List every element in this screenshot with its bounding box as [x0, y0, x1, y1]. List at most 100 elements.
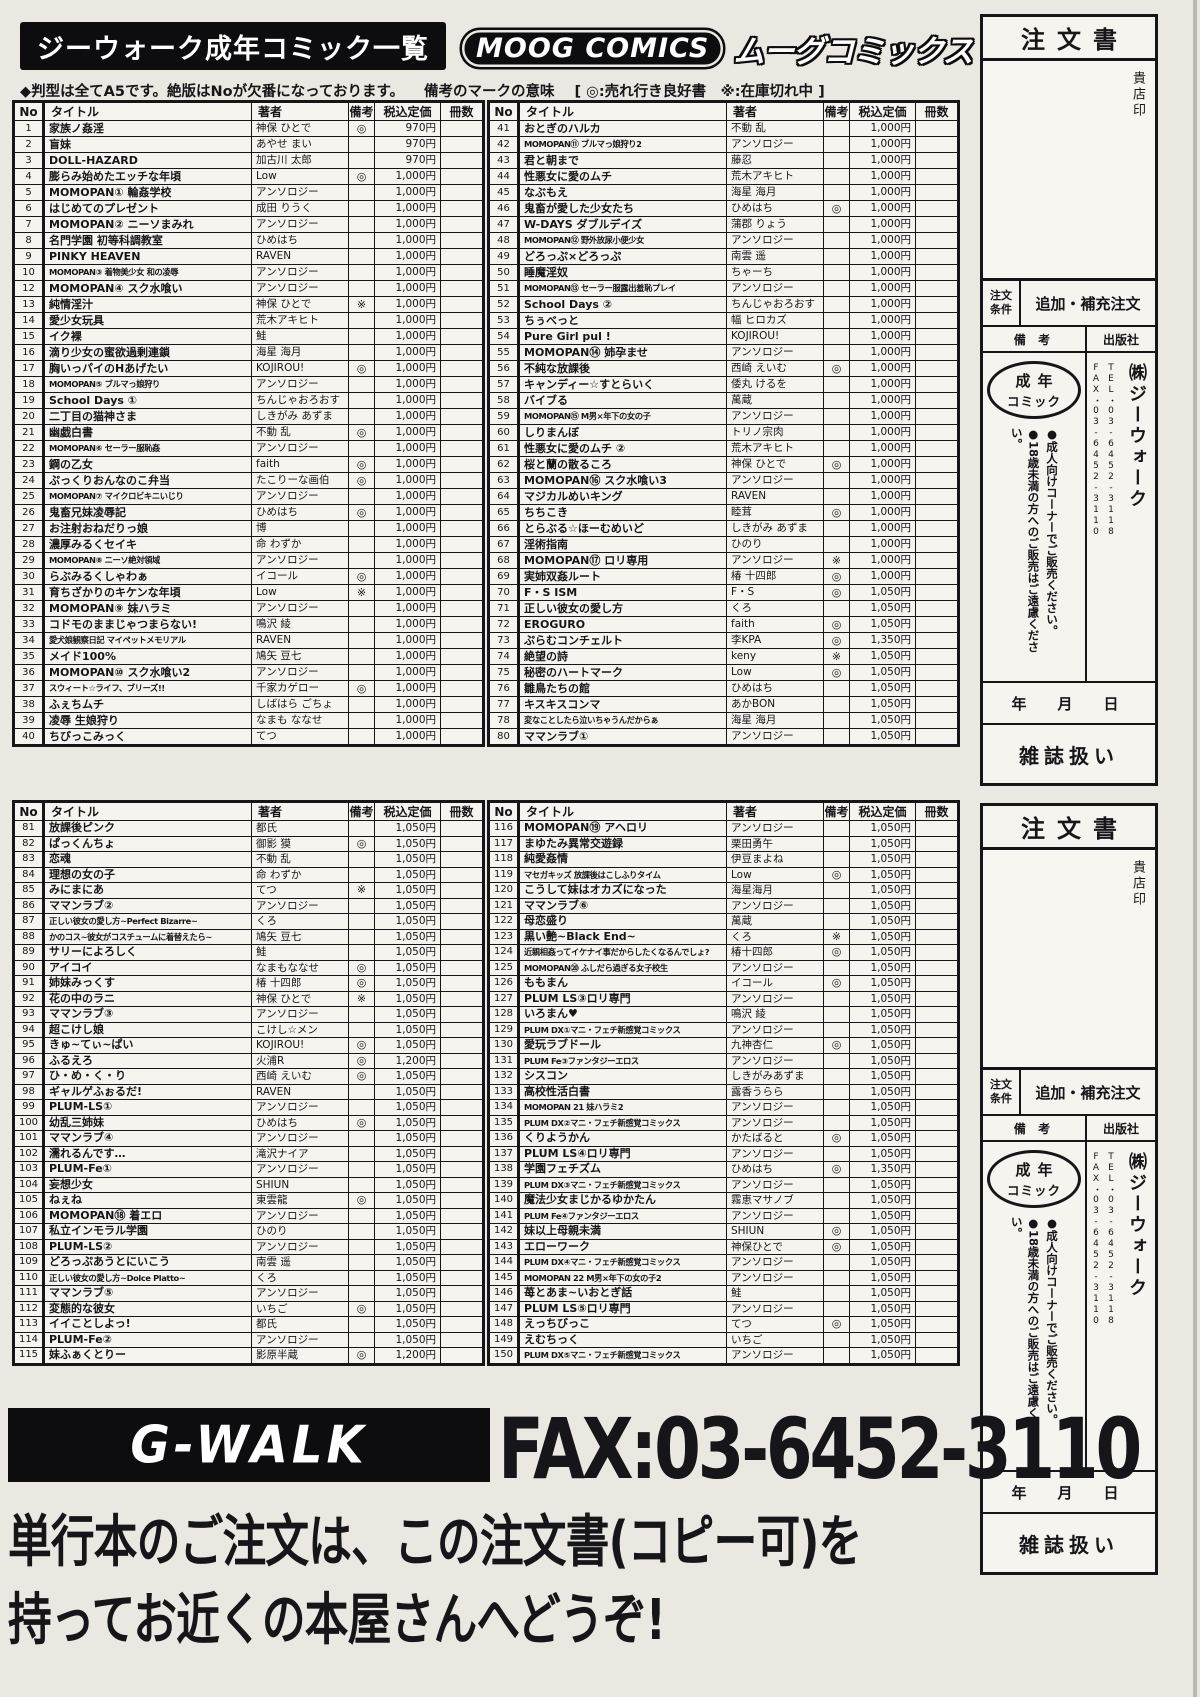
cell-no: 101 [13, 1130, 45, 1147]
cell-price: 1,050円 [849, 728, 916, 746]
cell-price: 1,050円 [849, 1037, 916, 1054]
cell-title: 桜と蘭の散るころ [518, 456, 727, 473]
table-row: 88 かのコス~彼女がコスチュームに着替えたら~ 鳩矢 豆七 1,050円 [13, 928, 484, 945]
cell-price: 1,000円 [374, 616, 441, 633]
cell-price: 1,000円 [849, 392, 916, 409]
badge-line1: 成年 [1015, 1161, 1060, 1179]
order-conditions-label: 注文 条件 [983, 281, 1021, 325]
cell-title: 姉妹みっくす [43, 975, 252, 992]
cell-copies [440, 152, 484, 169]
cell-no: 138 [488, 1161, 520, 1178]
cell-copies [440, 1161, 484, 1178]
cell-no: 57 [488, 376, 520, 393]
cell-no: 12 [13, 280, 45, 297]
cell-price: 1,000円 [849, 520, 916, 537]
cell-remark [823, 1114, 850, 1131]
cell-price: 1,050円 [374, 975, 441, 992]
cell-price: 1,000円 [374, 552, 441, 569]
cell-copies [440, 312, 484, 329]
cell-author: 幅 ヒロカズ [726, 312, 824, 329]
cell-author: 神保 ひとで [251, 296, 349, 313]
cell-copies [440, 1037, 484, 1054]
cell-price: 970円 [374, 136, 441, 153]
cell-price: 1,000円 [374, 456, 441, 473]
cell-price: 1,050円 [849, 944, 916, 961]
cell-no: 91 [13, 975, 45, 992]
cell-remark [823, 1083, 850, 1100]
cell-remark [823, 913, 850, 930]
cell-copies [915, 1068, 959, 1085]
badge-line2: コミック [1006, 394, 1061, 409]
cell-no: 85 [13, 882, 45, 899]
cell-title: 鋼の乙女 [43, 456, 252, 473]
cell-remark: ◎ [348, 424, 375, 441]
table-row: 5 MOMOPAN① 輪姦学校 アンソロジー 1,000円 [13, 184, 484, 201]
cell-author: てつ [726, 1316, 824, 1333]
order-form-body: 成年 コミック ●成人向けコーナーでご販売ください。 ●18歳未満の方へのご販売… [983, 1142, 1155, 1472]
cell-author: アンソロジー [726, 1145, 824, 1162]
cell-copies [915, 616, 959, 633]
cell-copies [440, 728, 484, 746]
cell-author: アンソロジー [726, 1207, 824, 1224]
table-row: 68 MOMOPAN⑰ ロリ専用 アンソロジー ※ 1,000円 [488, 552, 959, 569]
cell-remark [823, 232, 850, 249]
cell-title: MOMOPAN⑧ ニーソ絶対領域 [43, 552, 252, 569]
cell-no: 140 [488, 1192, 520, 1209]
cell-price: 1,050円 [374, 1114, 441, 1131]
cell-no: 92 [13, 990, 45, 1007]
table-row: 67 淫術指南 ひのり 1,000円 [488, 536, 959, 553]
cell-copies [915, 959, 959, 976]
cell-price: 1,050円 [374, 866, 441, 883]
table-row: 63 MOMOPAN⑯ スク水喰い3 アンソロジー 1,000円 [488, 472, 959, 489]
footer-instruction-line1: 単行本のご注文は、この注文書(コピー可)を [8, 1510, 862, 1575]
table-row: 13 純情淫汁 神保 ひとで ※ 1,000円 [13, 296, 484, 313]
cell-remark: ◎ [348, 1068, 375, 1085]
cell-price: 1,000円 [849, 184, 916, 201]
cell-author: 藤忍 [726, 152, 824, 169]
remarks-cell: 成年 コミック ●成人向けコーナーでご販売ください。 ●18歳未満の方へのご販売… [983, 353, 1087, 681]
table-row: 145 MOMOPAN 22 M男×年下の女の子2 アンソロジー 1,050円 [488, 1269, 959, 1286]
cell-title: いろまん♥ [518, 1006, 727, 1023]
cell-remark [823, 1300, 850, 1317]
table-row: 72 EROGURO faith ◎ 1,050円 [488, 616, 959, 633]
cell-title: PLUM DX④マニ・フェチ新感覚コミックス [518, 1254, 727, 1271]
table-row: 85 みにまにあ てつ ※ 1,050円 [13, 882, 484, 899]
cell-title: 学園フェチズム [518, 1161, 727, 1178]
cell-author: 加古川 太郎 [251, 152, 349, 169]
cell-remark [823, 728, 850, 746]
cell-copies [915, 296, 959, 313]
cell-title: ママンラブ② [43, 897, 252, 914]
cell-title: School Days ② [518, 296, 727, 313]
cell-no: 41 [488, 120, 520, 137]
cell-author: 影原半蔵 [251, 1347, 349, 1365]
cell-author: 鮭 [251, 328, 349, 345]
cell-copies [915, 835, 959, 852]
cell-price: 1,000円 [849, 408, 916, 425]
cell-price: 1,050円 [849, 1145, 916, 1162]
cell-copies [915, 866, 959, 883]
cell-author: ひめはち [251, 504, 349, 521]
table-row: 45 なぶもえ 海星 海月 1,000円 [488, 184, 959, 201]
cell-no: 22 [13, 440, 45, 457]
cell-title: 変なことしたら泣いちゃうんだからぁ [518, 712, 727, 729]
table-row: 138 学園フェチズム ひめはち ◎ 1,350円 [488, 1161, 959, 1178]
cell-remark: ※ [348, 882, 375, 899]
cell-title: MOMOPAN⑲ アヘロリ [518, 820, 727, 837]
cell-price: 1,050円 [374, 1223, 441, 1240]
cell-author: 不動 乱 [251, 851, 349, 868]
cell-remark [823, 1207, 850, 1224]
cell-author: ひめはち [251, 232, 349, 249]
cell-no: 18 [13, 376, 45, 393]
table-row: 7 MOMOPAN② ニーソまみれ アンソロジー 1,000円 [13, 216, 484, 233]
cell-price: 1,050円 [374, 897, 441, 914]
cell-remark [823, 184, 850, 201]
cell-no: 120 [488, 882, 520, 899]
table-row: 24 ぷっくりおんなのこ弁当 たこりーな画伯 ◎ 1,000円 [13, 472, 484, 489]
cell-copies [915, 1192, 959, 1209]
table-row: 15 イク裸鮭 1,000円 [13, 328, 484, 345]
cell-title: 妹ふぁくとりー [43, 1347, 252, 1365]
cell-remark [348, 928, 375, 945]
publisher-fax: FAX・03-6452-3110 [1091, 363, 1101, 538]
cell-title: 愛玩ラブドール [518, 1037, 727, 1054]
